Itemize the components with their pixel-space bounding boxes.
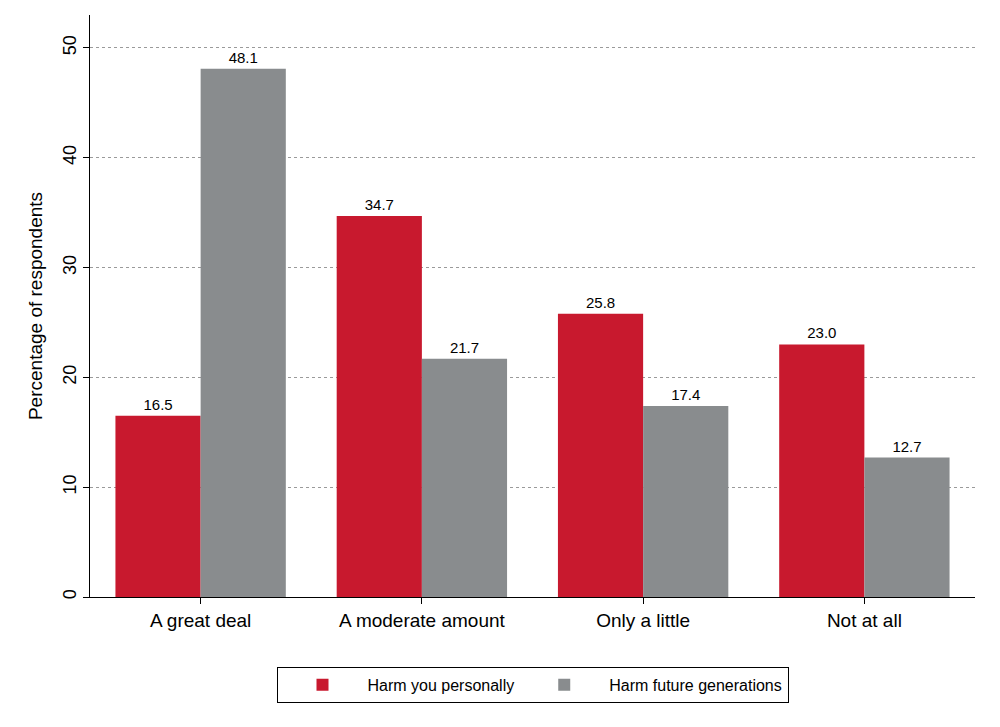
svg-text:A moderate amount: A moderate amount (339, 610, 506, 631)
svg-text:0: 0 (60, 589, 80, 599)
svg-text:12.7: 12.7 (892, 438, 921, 455)
svg-text:20: 20 (60, 365, 80, 385)
svg-text:48.1: 48.1 (229, 49, 258, 66)
svg-text:40: 40 (60, 145, 80, 165)
svg-text:50: 50 (60, 35, 80, 55)
svg-text:16.5: 16.5 (143, 396, 172, 413)
svg-text:Harm you personally: Harm you personally (368, 677, 515, 694)
svg-text:Harm future generations: Harm future generations (609, 677, 782, 694)
svg-text:A great deal: A great deal (150, 610, 251, 631)
svg-text:10: 10 (60, 474, 80, 494)
svg-text:Percentage of respondents: Percentage of respondents (25, 192, 46, 420)
svg-text:23.0: 23.0 (807, 324, 836, 341)
svg-text:Not at all: Not at all (827, 610, 902, 631)
svg-text:Only a little: Only a little (596, 610, 690, 631)
svg-text:34.7: 34.7 (365, 196, 394, 213)
svg-text:30: 30 (60, 255, 80, 275)
svg-text:21.7: 21.7 (450, 339, 479, 356)
svg-text:25.8: 25.8 (586, 294, 615, 311)
svg-text:17.4: 17.4 (671, 386, 700, 403)
